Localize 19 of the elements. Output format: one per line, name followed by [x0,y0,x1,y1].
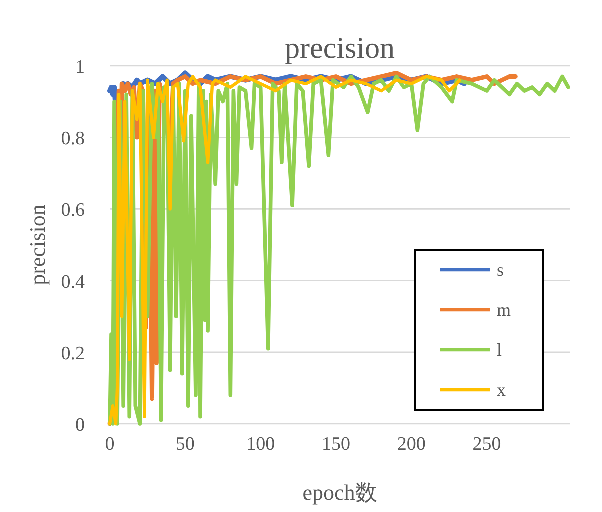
y-tick-label: 0 [76,415,85,436]
chart-title: precision [285,32,395,65]
legend-label: l [497,340,502,360]
x-tick-label: 100 [246,434,276,455]
x-axis-title: epoch数 [302,480,378,505]
x-tick-label: 0 [105,434,115,455]
x-tick-label: 50 [176,434,195,455]
legend-label: s [497,260,504,280]
y-tick-label: 0.2 [61,343,85,364]
y-tick-label: 0.6 [61,200,85,222]
legend-label: x [497,380,506,400]
y-axis-title: precision [25,204,50,286]
y-tick-label: 0.4 [61,272,86,293]
x-tick-label: 200 [397,434,426,455]
x-tick-label: 150 [322,434,350,455]
y-tick-label: 0.8 [61,128,85,150]
x-tick-label: 250 [472,434,502,455]
y-tick-label: 1 [76,57,85,78]
legend-label: m [497,300,512,320]
